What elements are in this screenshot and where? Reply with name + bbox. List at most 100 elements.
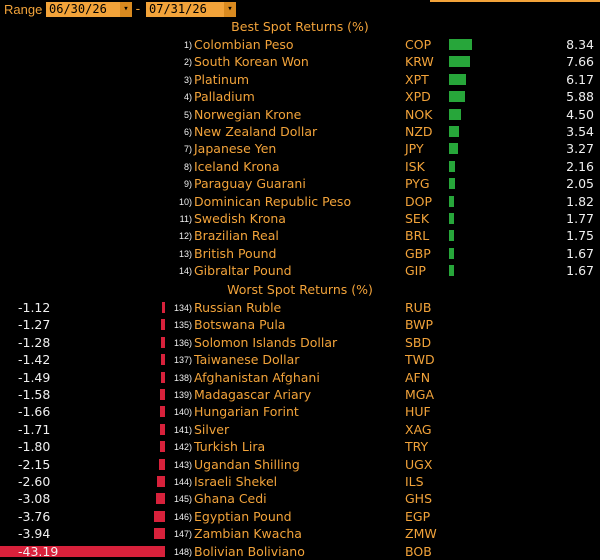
currency-code: AFN [405,369,431,385]
list-item[interactable]: 9) Paraguay Guarani PYG 2.05 [0,175,600,192]
list-item[interactable]: 11) Swedish Krona SEK 1.77 [0,210,600,227]
rank-label: 10) [178,196,192,207]
list-item[interactable]: -3.94 147) Zambian Kwacha ZMW [0,525,600,542]
return-value: 6.17 [566,71,594,87]
list-item[interactable]: -1.80 142) Turkish Lira TRY [0,438,600,455]
return-bar [449,73,466,85]
best-returns-title: Best Spot Returns (%) [231,19,369,34]
currency-code: BRL [405,228,430,244]
return-bar [160,423,165,435]
rank-label: 147) [173,529,192,540]
currency-code: HUF [405,404,431,420]
rank-label: 144) [173,477,192,487]
return-value: -1.28 [18,334,51,350]
rank-label: 11) [179,214,192,224]
currency-name: Egyptian Pound [194,508,292,524]
rank-label: 138) [173,372,192,383]
return-bar [161,336,165,348]
return-value: 1.82 [566,193,594,209]
currency-code: SBD [405,334,432,350]
list-item[interactable]: 4) Palladium XPD 5.88 [0,88,600,105]
list-item[interactable]: 10) Dominican Republic Peso DOP 1.82 [0,193,600,210]
currency-name: Solomon Islands Dollar [194,334,338,350]
currency-code: RUB [405,300,432,315]
rank-label: 140) [173,407,192,418]
end-date-field[interactable]: 07/31/26 ▾ [146,2,236,17]
list-item[interactable]: 5) Norwegian Krone NOK 4.50 [0,106,600,123]
list-item[interactable]: -1.28 136) Solomon Islands Dollar SBD [0,334,600,351]
list-item[interactable]: 8) Iceland Krona ISK 2.16 [0,158,600,175]
worst-returns-title: Worst Spot Returns (%) [227,282,373,297]
return-bar [153,528,165,540]
currency-name: Iceland Krona [194,158,280,174]
list-item[interactable]: -2.15 143) Ugandan Shilling UGX [0,456,600,473]
list-item[interactable]: -1.58 139) Madagascar Ariary MGA [0,386,600,403]
currency-code: GHS [405,491,433,507]
return-bar [449,213,454,224]
start-date-field[interactable]: 06/30/26 ▾ [46,2,132,17]
rank-label: 135) [173,320,192,331]
currency-name: Hungarian Forint [194,404,299,420]
list-item[interactable]: -1.66 140) Hungarian Forint HUF [0,403,600,420]
list-item[interactable]: 12) Brazilian Real BRL 1.75 [0,227,600,244]
return-bar [161,302,165,313]
return-value: 5.88 [566,89,594,105]
rank-label: 8) [183,161,192,172]
return-value: 1.77 [566,211,594,226]
currency-code: NZD [405,124,433,139]
calendar-icon[interactable]: ▾ [120,2,132,17]
list-item[interactable]: -3.76 146) Egyptian Pound EGP [0,508,600,525]
list-item[interactable]: -3.08 145) Ghana Cedi GHS [0,490,600,507]
return-value: -1.80 [18,439,51,455]
return-bar [449,160,455,172]
return-bar [449,91,466,103]
list-item[interactable]: -1.42 137) Taiwanese Dollar TWD [0,351,600,368]
list-item[interactable]: -1.12 134) Russian Ruble RUB [0,299,600,316]
list-item[interactable]: 1) Colombian Peso COP 8.34 [0,36,600,53]
return-bar [157,476,165,487]
range-label: Range [4,2,43,17]
list-item[interactable]: 13) British Pound GBP 1.67 [0,245,600,262]
return-bar [449,195,455,207]
rank-label: 142) [173,442,192,453]
currency-name: Brazilian Real [194,228,279,244]
return-bar [449,39,472,50]
return-value: -1.49 [18,369,51,385]
list-item[interactable]: 3) Platinum XPT 6.17 [0,71,600,88]
list-item[interactable]: 7) Japanese Yen JPY 3.27 [0,140,600,157]
return-value: -1.12 [18,300,51,315]
currency-code: BOB [405,543,432,559]
currency-code: ISK [405,158,425,174]
list-item[interactable]: 2) South Korean Won KRW 7.66 [0,53,600,70]
currency-name: Israeli Shekel [194,474,278,489]
currency-code: XPT [405,71,429,87]
return-bar [161,319,165,331]
range-separator: - [134,2,142,17]
list-item[interactable]: -1.49 138) Afghanistan Afghani AFN [0,369,600,386]
list-item[interactable]: 6) New Zealand Dollar NZD 3.54 [0,123,600,140]
currency-name: Swedish Krona [194,211,286,226]
rank-label: 2) [183,57,192,68]
calendar-icon[interactable]: ▾ [224,2,236,17]
list-item[interactable]: -1.27 135) Botswana Pula BWP [0,316,600,333]
currency-code: TRY [405,439,429,455]
rank-label: 9) [183,179,192,190]
return-bar [449,108,462,120]
return-value: -2.60 [18,474,51,489]
list-item[interactable]: 14) Gibraltar Pound GIP 1.67 [0,262,600,279]
currency-name: Silver [194,421,230,437]
return-bar [158,458,165,470]
return-value: -1.71 [18,421,51,437]
list-item[interactable]: -43.19 148) Bolivian Boliviano BOB [0,543,600,560]
currency-code: BWP [405,317,434,333]
rank-label: 146) [173,511,192,522]
return-bar [160,406,165,418]
return-bar [159,441,165,453]
return-bar [449,265,454,277]
rank-label: 148) [173,546,192,557]
currency-name: Platinum [194,71,250,87]
list-item[interactable]: -1.71 141) Silver XAG [0,421,600,438]
return-value: 1.67 [566,263,594,279]
currency-name: Turkish Lira [194,439,266,455]
list-item[interactable]: -2.60 144) Israeli Shekel ILS [0,473,600,490]
